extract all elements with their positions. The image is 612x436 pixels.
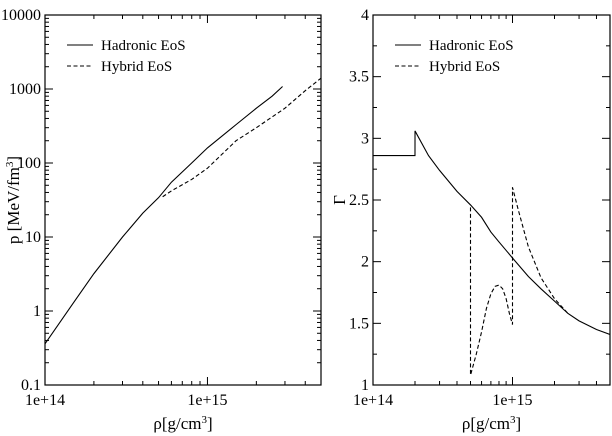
y-tick-label: 100 [17, 155, 41, 172]
legend-label: Hybrid EoS [101, 59, 172, 75]
y-tick-label: 10 [25, 229, 41, 246]
y-tick-label: 1000 [9, 81, 41, 98]
y-tick-label: 1 [33, 303, 41, 320]
x-tick-label: 1e+14 [25, 392, 65, 409]
y-tick-label: 4 [361, 7, 369, 24]
adiabatic-index-panel: 1e+14 1e+15 1 1.5 2 2.5 3 3.5 4 ρ[g/cm3] Γ Hadronic… [330, 7, 611, 433]
y-tick-label: 1 [361, 377, 369, 394]
x-axis-label: ρ[g/cm3] [462, 414, 521, 433]
y-tick-label: 1.5 [349, 315, 369, 332]
x-tick-label: 1e+14 [353, 392, 393, 409]
y-tick-label: 0.1 [21, 377, 41, 394]
y-axis-label: Γ [330, 195, 349, 205]
legend-label: Hadronic EoS [429, 38, 514, 54]
y-axis-label: p [MeV/fm3] [4, 156, 23, 244]
legend-label: Hybrid EoS [429, 59, 500, 75]
legend-label: Hadronic EoS [101, 38, 186, 54]
y-tick-label: 3 [361, 130, 369, 147]
y-tick-label: 10000 [1, 7, 41, 24]
pressure-panel: 1e+14 1e+15 0.1 1 10 100 1000 10000 ρ[g/cm3] p [M… [1, 7, 322, 433]
series-line-hybrid [162, 77, 321, 198]
y-tick-label: 3.5 [349, 69, 369, 86]
y-tick-label: 2.5 [349, 192, 369, 209]
x-tick-label: 1e+15 [187, 392, 227, 409]
series-line-hadronic [45, 86, 283, 345]
y-tick-label: 2 [361, 254, 369, 271]
pressure-plot-frame [44, 14, 322, 386]
x-axis-label: ρ[g/cm3] [153, 414, 212, 433]
series-line-hadronic [373, 130, 610, 335]
x-tick-label: 1e+15 [492, 392, 532, 409]
series-line-hybrid [469, 187, 569, 376]
